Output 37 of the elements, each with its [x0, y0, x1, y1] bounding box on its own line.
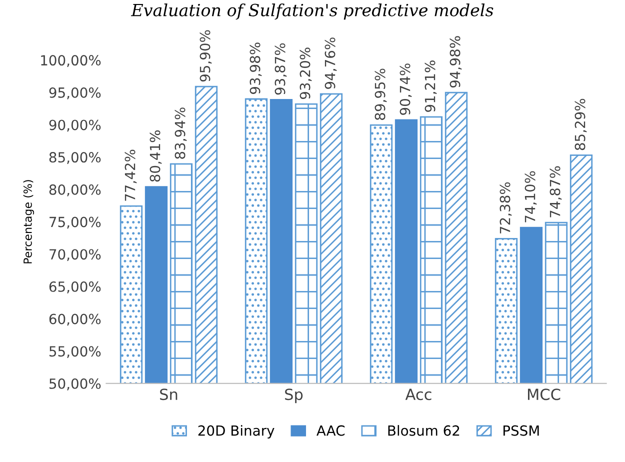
data-label: 93,87% — [274, 43, 287, 95]
data-label: 77,42% — [124, 150, 137, 201]
data-label: 85,29% — [574, 98, 587, 150]
legend-label: 20D Binary — [198, 425, 274, 439]
data-label: 94,98% — [450, 36, 462, 88]
y-tick-label: 70,00% — [50, 249, 101, 261]
data-label: 93,20% — [300, 48, 312, 99]
x-tick-label: Acc — [405, 388, 432, 400]
data-label: 90,74% — [400, 64, 412, 115]
x-tick-label: Sp — [285, 388, 303, 404]
chart-title: Evaluation of Sulfation's predictive models — [130, 3, 494, 20]
x-tick-label: MCC — [528, 388, 560, 400]
legend-label: AAC — [316, 425, 345, 436]
y-tick-label: 60,00% — [49, 314, 101, 326]
data-label: 83,94% — [174, 108, 187, 159]
data-label: 74,87% — [550, 166, 562, 218]
data-label: 95,90% — [200, 30, 212, 82]
data-label: 93,98% — [250, 42, 262, 94]
legend-label: PSSM — [504, 425, 539, 436]
y-tick-label: 65,00% — [49, 281, 101, 294]
y-tick-label: 100,00% — [41, 55, 101, 67]
data-label: 72,38% — [500, 182, 512, 234]
legend-label: Blosum 62 — [388, 425, 460, 436]
y-tick-label: 80,00% — [49, 184, 101, 196]
y-tick-label: 50,00% — [50, 378, 101, 390]
data-label: 94,76% — [324, 38, 337, 89]
x-tick-label: Sn — [160, 388, 178, 400]
y-tick-label: 75,00% — [50, 216, 101, 229]
data-label: 80,41% — [150, 130, 162, 182]
data-label: 91,21% — [424, 60, 437, 112]
y-tick-label: 90,00% — [49, 120, 101, 132]
data-label: 89,95% — [374, 68, 387, 120]
y-tick-label: 95,00% — [49, 87, 101, 100]
data-label: 74,10% — [524, 171, 537, 222]
y-tick-label: 55,00% — [50, 346, 101, 358]
y-axis-title: Percentage (%) — [23, 180, 34, 264]
y-tick-label: 85,00% — [49, 152, 101, 164]
